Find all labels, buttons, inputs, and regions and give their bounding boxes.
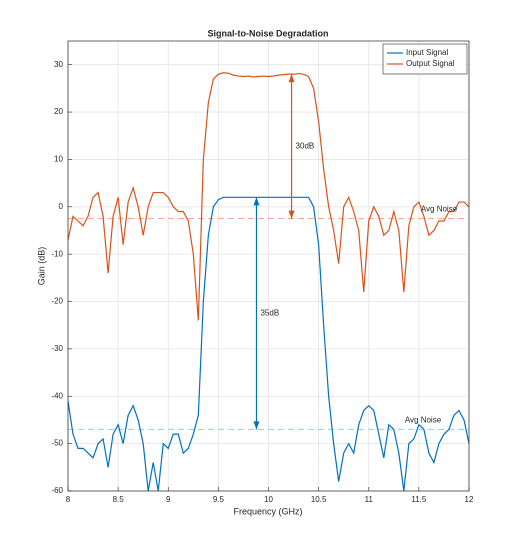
x-tick-label: 12 [465, 495, 474, 504]
avg-noise-label: Avg Noise [405, 416, 442, 425]
arrow-head [253, 421, 260, 430]
legend-box [382, 43, 468, 75]
x-tick-label: 9 [166, 495, 171, 504]
y-tick-label: -10 [51, 249, 63, 258]
plot-layer [68, 72, 469, 491]
y-tick-label: 10 [54, 155, 63, 164]
x-tick-label: 11.5 [411, 495, 427, 504]
legend-label: Input Signal [406, 48, 448, 57]
chart-title: Signal-to-Noise Degradation [207, 28, 328, 38]
legend-label: Output Signal [406, 59, 455, 68]
y-tick-label: -20 [51, 297, 63, 306]
x-tick-label: 8 [66, 495, 71, 504]
series-line [68, 196, 469, 491]
x-tick-label: 10.5 [311, 495, 327, 504]
y-tick-label: 30 [54, 60, 63, 69]
x-tick-label: 9.5 [213, 495, 225, 504]
arrow-label: 30dB [296, 142, 315, 151]
y-tick-label: -40 [51, 391, 63, 400]
y-tick-label: 20 [54, 107, 63, 116]
avg-noise-label: Avg Noise [421, 205, 458, 214]
arrow-head [288, 74, 295, 83]
y-tick-label: -30 [51, 344, 63, 353]
x-axis-label: Frequency (GHz) [233, 506, 302, 516]
y-tick-label: -50 [51, 439, 63, 448]
y-tick-label: -60 [51, 486, 63, 495]
series-line [68, 72, 469, 321]
arrow-label: 35dB [260, 308, 279, 317]
arrow-head [253, 197, 260, 206]
x-tick-label: 11 [365, 495, 374, 504]
x-tick-label: 10 [264, 495, 273, 504]
x-tick-label: 8.5 [113, 495, 125, 504]
axes-box [67, 40, 470, 492]
y-axis-label: Gain (dB) [36, 247, 46, 286]
y-tick-label: 0 [59, 202, 64, 211]
arrow-head [288, 210, 295, 219]
